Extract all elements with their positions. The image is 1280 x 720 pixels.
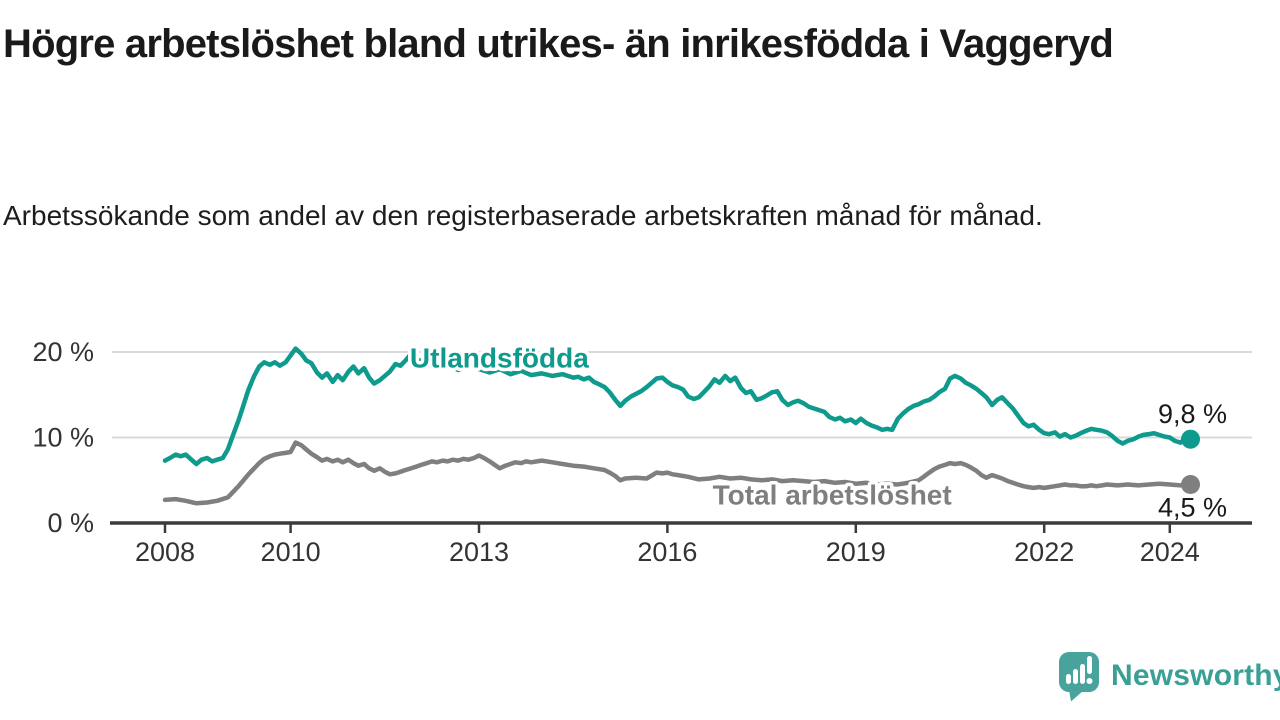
svg-text:0 %: 0 %: [47, 508, 94, 538]
newsworthy-brand-name: Newsworthy: [1111, 659, 1280, 692]
series-labels: Total arbetslöshet Utlandsfödda: [406, 339, 955, 514]
chart-subtitle: Arbetssökande som andel av den registerb…: [3, 200, 1043, 231]
svg-text:2019: 2019: [826, 537, 886, 567]
y-axis-tick-labels: 0 % 10 % 20 %: [32, 337, 94, 538]
newsworthy-speech-bubble-chart-icon: [1059, 652, 1099, 702]
svg-text:2016: 2016: [637, 537, 697, 567]
x-axis: [110, 521, 1252, 533]
svg-text:10 %: 10 %: [32, 423, 94, 453]
series-lines: [162, 346, 1193, 506]
svg-text:9,8 %: 9,8 %: [1158, 399, 1227, 429]
svg-text:Utlandsfödda: Utlandsfödda: [410, 342, 589, 373]
svg-text:2013: 2013: [449, 537, 509, 567]
svg-text:2024: 2024: [1140, 537, 1200, 567]
end-value-labels: 4,5 % 9,8 %: [1158, 399, 1227, 522]
svg-text:2022: 2022: [1014, 537, 1074, 567]
x-axis-tick-labels: 2008 2010 2013 2016 2019 2022 2024: [135, 537, 1200, 567]
svg-text:4,5 %: 4,5 %: [1158, 493, 1227, 523]
svg-text:2008: 2008: [135, 537, 195, 567]
series-end-dots: [1181, 429, 1201, 495]
svg-text:Total arbetslöshet: Total arbetslöshet: [713, 480, 952, 511]
svg-text:2010: 2010: [261, 537, 321, 567]
newsworthy-logo: Newsworthy: [1057, 650, 1280, 702]
svg-text:20 %: 20 %: [32, 337, 94, 367]
chart-title: Högre arbetslöshet bland utrikes- än inr…: [3, 22, 1114, 66]
